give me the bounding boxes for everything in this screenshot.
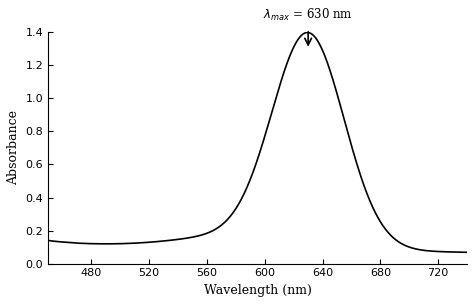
X-axis label: Wavelength (nm): Wavelength (nm) bbox=[204, 284, 311, 297]
Text: $\lambda_{max}$ = 630 nm: $\lambda_{max}$ = 630 nm bbox=[264, 7, 353, 23]
Y-axis label: Absorbance: Absorbance bbox=[7, 110, 20, 185]
